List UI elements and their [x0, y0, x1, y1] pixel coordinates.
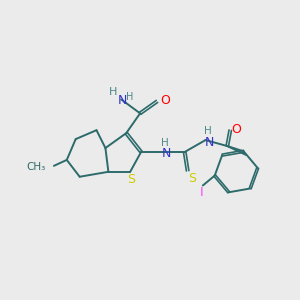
- Text: H: H: [109, 86, 118, 97]
- Text: H: H: [127, 92, 134, 103]
- Text: S: S: [127, 173, 135, 186]
- Text: O: O: [160, 94, 170, 107]
- Text: O: O: [231, 123, 241, 136]
- Text: S: S: [189, 172, 196, 185]
- Text: N: N: [162, 148, 172, 160]
- Text: N: N: [118, 94, 127, 107]
- Text: H: H: [161, 138, 169, 148]
- Text: CH₃: CH₃: [27, 162, 46, 172]
- Text: N: N: [205, 136, 214, 148]
- Text: H: H: [204, 126, 211, 136]
- Text: I: I: [200, 186, 204, 199]
